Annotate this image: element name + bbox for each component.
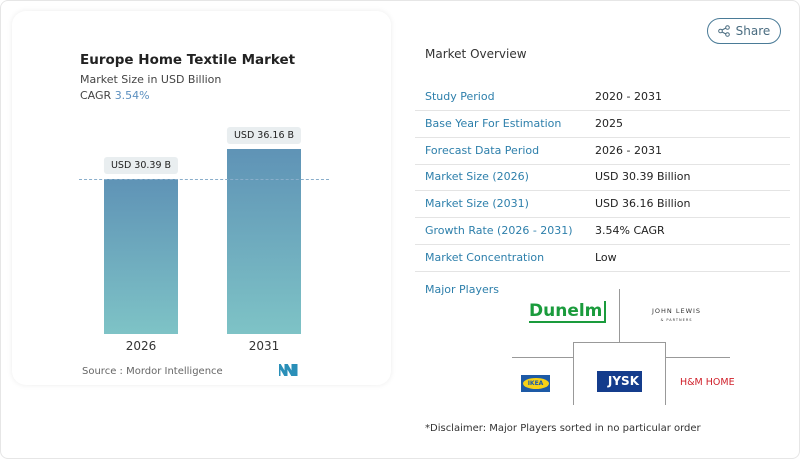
chart-title: Europe Home Textile Market bbox=[80, 52, 296, 68]
hm-home-logo: H&M HOME bbox=[680, 377, 735, 388]
data-label: USD 36.16 B bbox=[226, 127, 302, 144]
reference-dashed-line bbox=[79, 179, 329, 180]
divider bbox=[573, 342, 574, 405]
overview-row-value: USD 30.39 Billion bbox=[595, 170, 691, 184]
overview-row-value: USD 36.16 Billion bbox=[595, 197, 691, 211]
overview-row-value: 3.54% CAGR bbox=[595, 224, 665, 237]
overview-row-value: 2026 - 2031 bbox=[595, 143, 662, 157]
john-lewis-logo: JOHN LEWIS & PARTNERS bbox=[652, 307, 702, 322]
overview-row-label: Growth Rate (2026 - 2031) bbox=[425, 224, 573, 237]
overview-row-value: Low bbox=[595, 250, 617, 264]
disclaimer: *Disclaimer: Major Players sorted in no … bbox=[425, 423, 701, 434]
overview-row-label: Market Size (2031) bbox=[425, 197, 529, 211]
bar-2026 bbox=[104, 178, 178, 334]
overview-row: Forecast Data Period 2026 - 2031 bbox=[415, 138, 790, 165]
source-text: Source : Mordor Intelligence bbox=[82, 366, 223, 377]
jysk-logo: JYSK bbox=[597, 371, 642, 392]
cagr-value: 3.54% bbox=[114, 89, 150, 102]
overview-row-label: Market Size (2026) bbox=[425, 170, 529, 184]
dunelm-logo: Dunelm bbox=[529, 301, 607, 323]
bar-2031 bbox=[227, 149, 301, 334]
overview-row: Market Size (2031) USD 36.16 Billion bbox=[415, 191, 790, 219]
divider bbox=[619, 289, 620, 342]
overview-row: Base Year For Estimation 2025 bbox=[415, 111, 790, 138]
share-label: Share bbox=[735, 24, 771, 38]
mordor-logo-icon bbox=[279, 364, 298, 376]
share-icon bbox=[717, 25, 730, 37]
chart-card bbox=[12, 11, 391, 385]
cagr-label: CAGR bbox=[80, 89, 112, 102]
x-tick-label: 2026 bbox=[125, 339, 157, 353]
overview-row-label: Market Concentration bbox=[425, 250, 545, 264]
divider bbox=[573, 342, 666, 343]
overview-row: Growth Rate (2026 - 2031) 3.54% CAGR bbox=[415, 218, 790, 245]
ikea-logo: IKEA bbox=[521, 375, 550, 392]
overview-row-label: Forecast Data Period bbox=[425, 143, 540, 157]
overview-row: Market Size (2026) USD 30.39 Billion bbox=[415, 164, 790, 192]
major-players-title: Major Players bbox=[425, 283, 499, 296]
cagr: CAGR 3.54% bbox=[80, 89, 150, 102]
overview-row: Study Period 2020 - 2031 bbox=[415, 84, 790, 111]
overview-title: Market Overview bbox=[425, 47, 527, 61]
overview-row-value: 2025 bbox=[595, 116, 623, 130]
divider bbox=[665, 357, 730, 358]
overview-row-label: Study Period bbox=[425, 90, 495, 103]
overview-row: Market Concentration Low bbox=[415, 245, 790, 272]
overview-row-label: Base Year For Estimation bbox=[425, 116, 562, 130]
x-tick-label: 2031 bbox=[248, 339, 280, 353]
divider bbox=[512, 357, 573, 358]
divider bbox=[665, 342, 666, 405]
share-button[interactable]: Share bbox=[707, 18, 781, 44]
chart-subtitle: Market Size in USD Billion bbox=[80, 73, 222, 86]
data-label: USD 30.39 B bbox=[103, 156, 179, 174]
overview-row-value: 2020 - 2031 bbox=[595, 90, 662, 103]
